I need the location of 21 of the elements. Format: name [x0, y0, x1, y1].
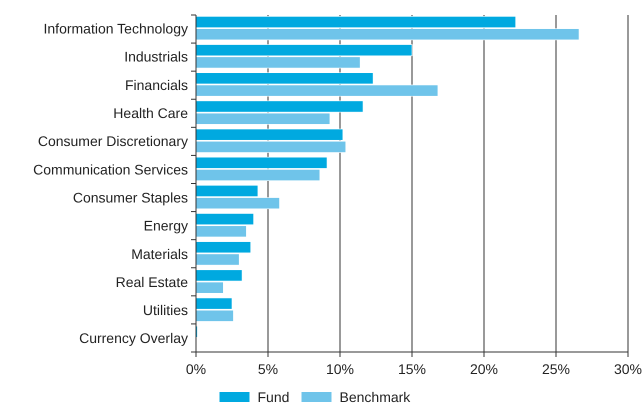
- x-tick-label: 20%: [470, 361, 498, 377]
- y-tick-label: Financials: [124, 76, 188, 93]
- legend-label: Fund: [258, 389, 290, 405]
- legend-label: Benchmark: [340, 389, 412, 405]
- x-tick-label: 30%: [614, 361, 642, 377]
- y-tick-label: Utilities: [142, 302, 188, 318]
- x-tick-label: 5%: [258, 361, 278, 377]
- y-tick-label: Communication Services: [33, 161, 188, 178]
- y-tick-label: Energy: [144, 218, 188, 234]
- x-tick-label: 10%: [326, 361, 354, 377]
- y-tick-label: Health Care: [113, 105, 188, 122]
- y-tick-label: Materials: [131, 246, 188, 262]
- x-tick-label: 15%: [398, 361, 426, 377]
- x-tick-label: 25%: [542, 361, 570, 377]
- y-tick-label: Information Technology: [44, 20, 188, 37]
- y-tick-label: Currency Overlay: [79, 330, 188, 346]
- y-tick-label: Industrials: [124, 48, 188, 65]
- x-tick-label: 0%: [186, 361, 206, 377]
- y-tick-label: Consumer Discretionary: [38, 133, 188, 150]
- y-tick-label: Consumer Staples: [72, 189, 188, 206]
- y-tick-label: Real Estate: [116, 274, 188, 290]
